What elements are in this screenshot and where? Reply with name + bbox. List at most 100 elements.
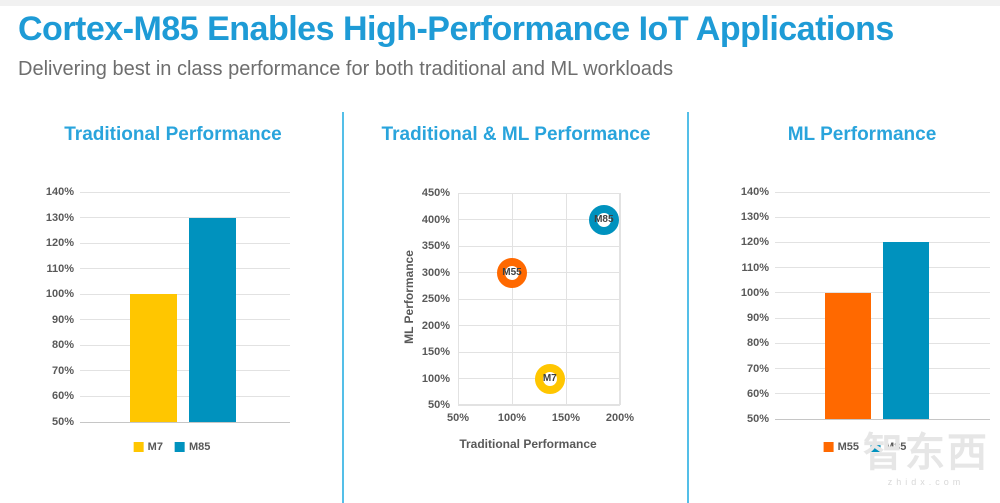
chart-legend: M55 M85: [823, 441, 906, 453]
y-axis-tick-label: 70%: [51, 364, 74, 377]
legend-swatch-m55: [823, 442, 834, 452]
scatter-point-m85: [588, 204, 619, 235]
scatter-point-m7: [534, 363, 565, 394]
legend-label: M7: [147, 441, 163, 453]
gridline: [775, 216, 990, 218]
gridline: [775, 267, 990, 269]
scatter-point-label-m7: M7: [542, 372, 557, 384]
gridline: [458, 272, 620, 273]
y-axis-tick-label: 140%: [740, 186, 769, 198]
legend-label: M85: [188, 441, 211, 453]
y-axis-tick-label: 150%: [421, 346, 450, 358]
gridline: [775, 317, 990, 319]
bar-m85: [883, 242, 929, 419]
plot-border: [458, 193, 620, 405]
gridline: [80, 191, 290, 193]
scatter-point-label-m55: M55: [502, 266, 522, 278]
legend-item-m7: M7: [133, 441, 163, 453]
y-axis-tick-label: 50%: [427, 399, 450, 411]
gridline: [458, 325, 620, 326]
top-strip: [0, 0, 1000, 6]
chart-legend: M7 M85: [133, 441, 211, 453]
legend-item-m85: M85: [174, 441, 211, 453]
y-axis-tick-label: 250%: [421, 293, 450, 305]
bar-m85: [189, 217, 236, 422]
gridline: [458, 404, 620, 406]
y-axis-tick-label: 80%: [51, 339, 74, 352]
y-axis-tick-label: 350%: [421, 240, 450, 252]
y-axis-tick-label: 100%: [45, 288, 74, 301]
legend-swatch-m7: [133, 442, 144, 452]
y-axis-tick-label: 100%: [740, 286, 769, 299]
gridline: [80, 217, 290, 219]
gridline: [775, 241, 990, 243]
gridline: [80, 395, 290, 397]
y-axis-tick-label: 80%: [746, 337, 769, 350]
gridline: [458, 351, 620, 353]
legend-swatch-m85: [871, 442, 881, 452]
gridline: [80, 242, 290, 244]
y-axis-tick-label: 50%: [51, 416, 74, 428]
y-axis-tick-label: 130%: [740, 211, 769, 224]
chart-title-traditional-performance: Traditional Performance: [64, 124, 282, 145]
legend-item-m55: M55: [823, 441, 859, 453]
y-axis-tick-label: 60%: [746, 387, 769, 400]
y-axis-tick-label: 140%: [45, 186, 74, 198]
y-axis-tick-label: 50%: [746, 413, 769, 425]
x-axis-title: Traditional Performance: [459, 437, 597, 451]
gridline: [458, 298, 620, 300]
gridline: [775, 191, 990, 193]
x-axis-tick-label: 200%: [605, 412, 635, 424]
y-axis-tick-label: 120%: [45, 237, 74, 250]
gridline: [775, 292, 990, 294]
page-subtitle: Delivering best in class performance for…: [18, 58, 674, 80]
y-axis-tick-label: 110%: [741, 261, 769, 274]
panel-divider: [342, 112, 344, 503]
chart-title-traditional-and-ml-performance: Traditional & ML Performance: [381, 124, 651, 145]
gridline: [775, 393, 990, 395]
legend-label: M85: [885, 441, 907, 453]
y-axis-tick-label: 130%: [45, 211, 74, 224]
y-axis-tick-label: 120%: [740, 236, 769, 249]
gridline: [80, 319, 290, 321]
gridline: [775, 418, 990, 420]
y-axis-tick-label: 200%: [421, 319, 450, 332]
gridline: [511, 193, 513, 405]
gridline: [80, 293, 290, 295]
gridline: [80, 421, 290, 423]
page-title: Cortex-M85 Enables High-Performance IoT …: [18, 10, 894, 48]
y-axis-tick-label: 90%: [746, 312, 769, 325]
gridline: [458, 219, 620, 220]
y-axis-tick-label: 450%: [421, 187, 450, 199]
y-axis-tick-label: 300%: [421, 266, 450, 279]
y-axis-tick-label: 90%: [51, 313, 74, 326]
gridline: [80, 268, 290, 270]
x-axis-tick-label: 100%: [497, 412, 527, 424]
scatter-point-m55: [497, 257, 527, 288]
x-axis-tick-label: 150%: [551, 412, 581, 424]
y-axis-tick-label: 400%: [421, 213, 450, 226]
panel-divider: [687, 112, 689, 503]
y-axis-tick-label: 70%: [746, 362, 769, 375]
x-axis-tick-label: 50%: [446, 412, 470, 424]
gridline: [458, 245, 620, 247]
gridline: [619, 193, 621, 405]
legend-item-m85: M85: [871, 441, 906, 453]
bar-m7: [130, 294, 177, 422]
scatter-point-label-m85: M85: [594, 213, 614, 225]
y-axis-tick-label: 110%: [46, 262, 74, 275]
gridline: [80, 370, 290, 372]
chart-title-ml-performance: ML Performance: [787, 124, 937, 145]
gridline: [565, 193, 567, 405]
gridline: [80, 344, 290, 346]
y-axis-tick-label: 100%: [421, 372, 450, 385]
gridline: [775, 342, 990, 344]
bar-m55: [825, 292, 871, 419]
y-axis-tick-label: 60%: [51, 390, 74, 403]
legend-swatch-m85: [174, 442, 185, 452]
gridline: [775, 368, 990, 370]
